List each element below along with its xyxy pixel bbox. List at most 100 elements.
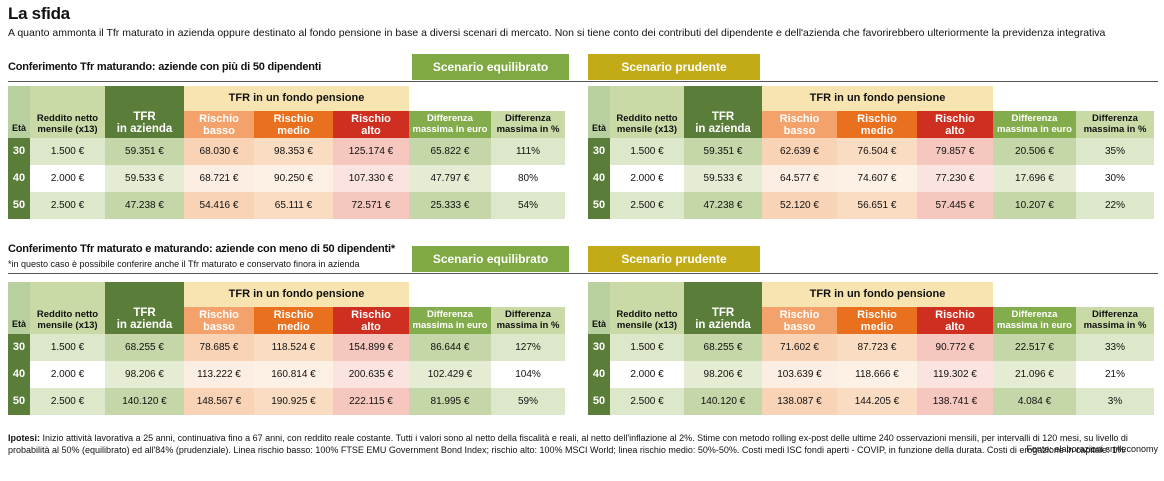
table-row: 30 1.500 € 68.255 € 71.602 € 87.723 € 90… [588, 334, 1154, 361]
section-2-heading: Conferimento Tfr maturato e maturando: a… [8, 243, 395, 255]
cell-differenza-percent: 30% [1076, 165, 1154, 192]
header-rischio-medio: Rischio medio [837, 307, 917, 334]
cell-rischio-basso: 138.087 € [762, 388, 837, 415]
cell-tfr-azienda: 59.533 € [684, 165, 762, 192]
header-rischio-alto: Rischio alto [333, 307, 409, 334]
cell-rischio-alto: 107.330 € [333, 165, 409, 192]
ipotesi-text: Inizio attività lavorativa a 25 anni, co… [8, 433, 1128, 455]
cell-tfr-azienda: 140.120 € [684, 388, 762, 415]
header-rischio-medio: Rischio medio [254, 307, 333, 334]
cell-differenza-percent: 22% [1076, 192, 1154, 219]
table-row: 40 2.000 € 98.206 € 103.639 € 118.666 € … [588, 361, 1154, 388]
cell-differenza-euro: 17.696 € [993, 165, 1076, 192]
cell-rischio-medio: 160.814 € [254, 361, 333, 388]
cell-rischio-alto: 119.302 € [917, 361, 993, 388]
cell-rischio-alto: 222.115 € [333, 388, 409, 415]
cell-rischio-basso: 103.639 € [762, 361, 837, 388]
cell-reddito: 2.500 € [30, 192, 105, 219]
cell-tfr-azienda: 47.238 € [105, 192, 184, 219]
section-2-note: *in questo caso è possibile conferire an… [8, 259, 360, 269]
section-2-scenario-prudente-label: Scenario prudente [588, 246, 760, 272]
cell-differenza-percent: 35% [1076, 138, 1154, 165]
cell-reddito: 2.000 € [30, 361, 105, 388]
cell-rischio-basso: 71.602 € [762, 334, 837, 361]
header-fondo-pensione-group: TFR in un fondo pensione [184, 86, 409, 111]
cell-differenza-percent: 33% [1076, 334, 1154, 361]
section-1-divider [8, 81, 1158, 82]
cell-differenza-euro: 102.429 € [409, 361, 491, 388]
footer-fonte: Fonte: elaborazioni smileconomy [1026, 444, 1158, 454]
header-differenza-percent: Differenza massima in % [1076, 307, 1154, 334]
page-title: La sfida [8, 4, 70, 23]
cell-differenza-euro: 86.644 € [409, 334, 491, 361]
table-row: 30 1.500 € 59.351 € 62.639 € 76.504 € 79… [588, 138, 1154, 165]
cell-eta: 50 [588, 192, 610, 219]
header-fondo-pensione-group: TFR in un fondo pensione [762, 86, 993, 111]
cell-rischio-alto: 138.741 € [917, 388, 993, 415]
cell-tfr-azienda: 68.255 € [684, 334, 762, 361]
table-section-2-prudente: Età Reddito netto mensile (x13) TFR in azi… [588, 282, 1154, 415]
cell-differenza-percent: 54% [491, 192, 565, 219]
cell-differenza-percent: 80% [491, 165, 565, 192]
cell-rischio-alto: 90.772 € [917, 334, 993, 361]
cell-reddito: 2.500 € [30, 388, 105, 415]
cell-reddito: 2.500 € [610, 192, 684, 219]
header-differenza-euro: Differenza massima in euro [409, 111, 491, 138]
cell-rischio-medio: 118.524 € [254, 334, 333, 361]
header-blank [409, 86, 565, 111]
table-section-2-equilibrato: Età Reddito netto mensile (x13) TFR in azi… [8, 282, 565, 415]
cell-rischio-medio: 87.723 € [837, 334, 917, 361]
table-row: 40 2.000 € 98.206 € 113.222 € 160.814 € … [8, 361, 565, 388]
cell-reddito: 2.000 € [610, 165, 684, 192]
header-eta: Età [588, 86, 610, 138]
cell-eta: 50 [8, 192, 30, 219]
table-row: 50 2.500 € 140.120 € 138.087 € 144.205 €… [588, 388, 1154, 415]
header-fondo-pensione-group: TFR in un fondo pensione [762, 282, 993, 307]
table-section-1-equilibrato: Età Reddito netto mensile (x13) TFR in azi… [8, 86, 565, 219]
header-tfr-azienda: TFR in azienda [105, 86, 184, 138]
footer-ipotesi: Ipotesi: Inizio attività lavorativa a 25… [8, 432, 1158, 456]
cell-differenza-euro: 81.995 € [409, 388, 491, 415]
table-row: 50 2.500 € 140.120 € 148.567 € 190.925 €… [8, 388, 565, 415]
cell-rischio-medio: 144.205 € [837, 388, 917, 415]
cell-eta: 50 [588, 388, 610, 415]
cell-rischio-basso: 148.567 € [184, 388, 254, 415]
cell-reddito: 1.500 € [610, 334, 684, 361]
cell-reddito: 1.500 € [30, 334, 105, 361]
cell-rischio-medio: 190.925 € [254, 388, 333, 415]
cell-eta: 30 [588, 334, 610, 361]
header-tfr-azienda: TFR in azienda [105, 282, 184, 334]
header-differenza-percent: Differenza massima in % [491, 111, 565, 138]
section-2-scenario-equilibrato-label: Scenario equilibrato [412, 246, 569, 272]
cell-rischio-medio: 56.651 € [837, 192, 917, 219]
cell-reddito: 2.000 € [30, 165, 105, 192]
cell-tfr-azienda: 59.351 € [105, 138, 184, 165]
header-rischio-medio: Rischio medio [837, 111, 917, 138]
header-blank [409, 282, 565, 307]
cell-eta: 30 [8, 138, 30, 165]
cell-rischio-medio: 90.250 € [254, 165, 333, 192]
cell-rischio-basso: 68.721 € [184, 165, 254, 192]
header-differenza-percent: Differenza massima in % [1076, 111, 1154, 138]
section-1-heading: Conferimento Tfr maturando: aziende con … [8, 61, 322, 73]
header-rischio-basso: Rischio basso [184, 307, 254, 334]
header-rischio-alto: Rischio alto [333, 111, 409, 138]
cell-tfr-azienda: 98.206 € [684, 361, 762, 388]
header-eta: Età [8, 282, 30, 334]
header-differenza-euro: Differenza massima in euro [993, 307, 1076, 334]
cell-reddito: 1.500 € [610, 138, 684, 165]
cell-differenza-euro: 65.822 € [409, 138, 491, 165]
cell-differenza-euro: 21.096 € [993, 361, 1076, 388]
ipotesi-label: Ipotesi: [8, 433, 41, 443]
cell-tfr-azienda: 140.120 € [105, 388, 184, 415]
cell-rischio-basso: 64.577 € [762, 165, 837, 192]
cell-differenza-euro: 47.797 € [409, 165, 491, 192]
cell-rischio-alto: 200.635 € [333, 361, 409, 388]
header-blank [993, 86, 1154, 111]
cell-differenza-percent: 111% [491, 138, 565, 165]
cell-tfr-azienda: 59.533 € [105, 165, 184, 192]
header-rischio-basso: Rischio basso [762, 307, 837, 334]
table-row: 50 2.500 € 47.238 € 52.120 € 56.651 € 57… [588, 192, 1154, 219]
cell-differenza-euro: 20.506 € [993, 138, 1076, 165]
cell-tfr-azienda: 68.255 € [105, 334, 184, 361]
